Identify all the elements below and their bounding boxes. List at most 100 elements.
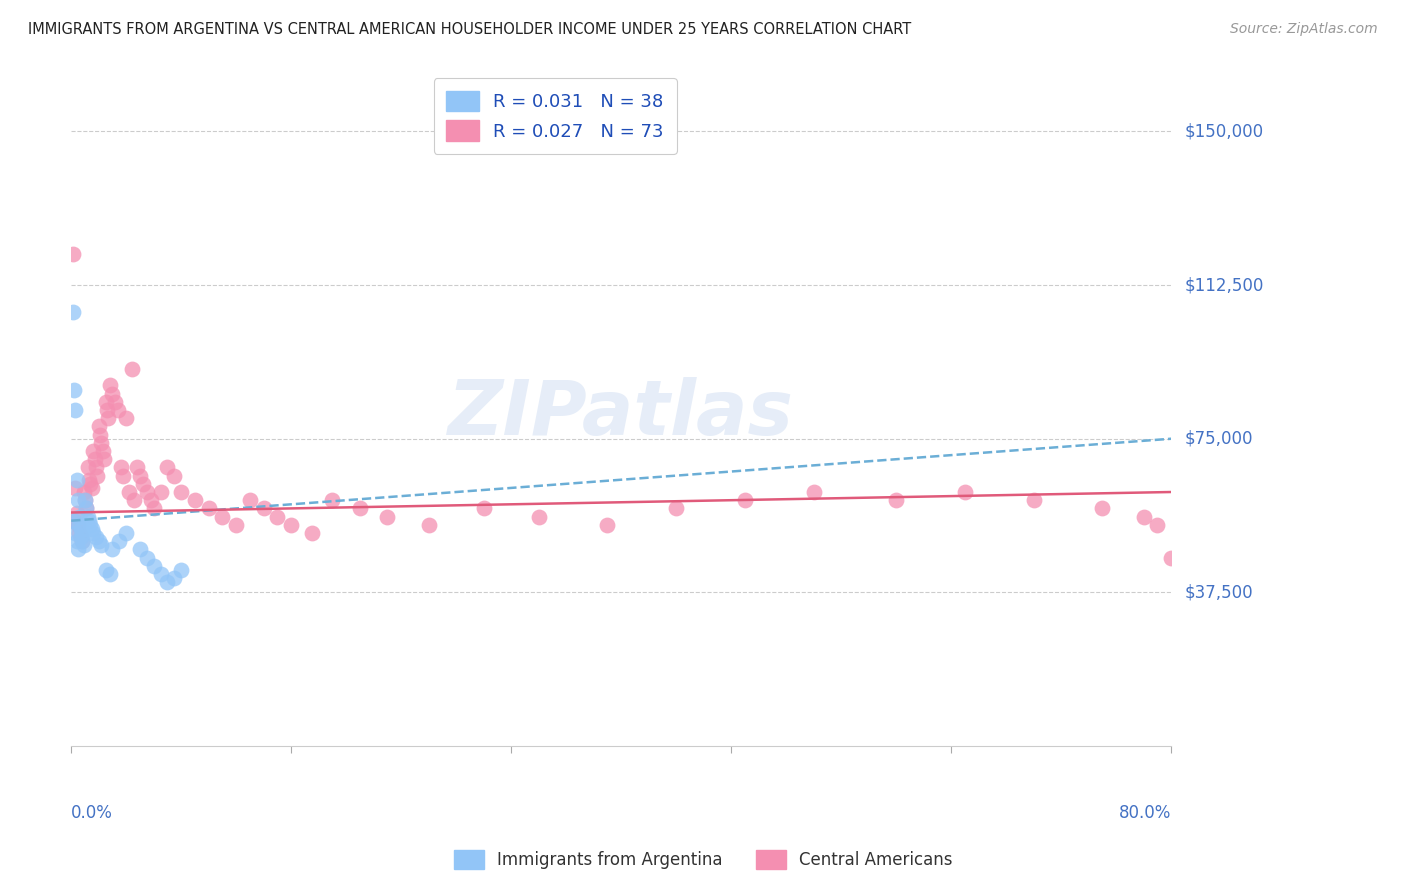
Point <box>65 403 87 417</box>
Point <box>472 501 495 516</box>
Legend: Immigrants from Argentina, Central Americans: Immigrants from Argentina, Central Ameri… <box>443 840 963 880</box>
Point <box>63 514 86 528</box>
Point <box>62 247 84 261</box>
Point <box>75 501 97 516</box>
Point <box>82 526 104 541</box>
Point <box>66 506 89 520</box>
Point <box>98 566 121 581</box>
Point <box>72 485 94 500</box>
Point <box>156 460 179 475</box>
Point <box>139 493 162 508</box>
Point <box>79 517 101 532</box>
Text: $112,500: $112,500 <box>1185 276 1264 294</box>
Text: ZIPatlas: ZIPatlas <box>449 377 794 451</box>
Point <box>86 468 108 483</box>
Point <box>734 493 756 508</box>
Point <box>67 517 90 532</box>
Point <box>129 542 152 557</box>
Point <box>107 403 129 417</box>
Point <box>665 501 688 516</box>
Point <box>97 411 120 425</box>
Point <box>96 403 118 417</box>
Point <box>321 493 343 508</box>
Point <box>80 522 103 536</box>
Point <box>73 493 96 508</box>
Point <box>70 526 93 541</box>
Point <box>1132 509 1154 524</box>
Point <box>91 444 114 458</box>
Point <box>70 534 93 549</box>
Point <box>142 558 165 573</box>
Point <box>163 571 186 585</box>
Point <box>65 526 87 541</box>
Point <box>87 419 110 434</box>
Point <box>170 485 193 500</box>
Point <box>118 485 141 500</box>
Point <box>197 501 219 516</box>
Point <box>65 481 87 495</box>
Point <box>349 501 371 516</box>
Point <box>1091 501 1114 516</box>
Point <box>418 517 440 532</box>
Point <box>70 534 93 549</box>
Point <box>93 452 115 467</box>
Point <box>301 526 323 541</box>
Point <box>76 509 98 524</box>
Point <box>163 468 186 483</box>
Point <box>129 468 152 483</box>
Legend: R = 0.031   N = 38, R = 0.027   N = 73: R = 0.031 N = 38, R = 0.027 N = 73 <box>434 78 676 154</box>
Point <box>184 493 207 508</box>
Point <box>884 493 907 508</box>
Point <box>73 493 96 508</box>
Point <box>79 476 101 491</box>
Point <box>124 493 146 508</box>
Point <box>90 538 112 552</box>
Point <box>121 362 143 376</box>
Point <box>149 485 172 500</box>
Point <box>98 378 121 392</box>
Point <box>156 575 179 590</box>
Text: $150,000: $150,000 <box>1185 122 1264 140</box>
Point <box>80 481 103 495</box>
Point <box>253 501 276 516</box>
Point <box>1022 493 1045 508</box>
Point <box>225 517 247 532</box>
Point <box>135 485 157 500</box>
Point <box>266 509 288 524</box>
Text: $75,000: $75,000 <box>1185 430 1254 448</box>
Text: 80.0%: 80.0% <box>1119 804 1171 822</box>
Point <box>63 383 86 397</box>
Point <box>69 509 91 524</box>
Point <box>69 517 91 532</box>
Point <box>115 526 138 541</box>
Point <box>77 473 100 487</box>
Point <box>67 493 90 508</box>
Point <box>77 514 100 528</box>
Point <box>69 526 91 541</box>
Point <box>280 517 302 532</box>
Point <box>142 501 165 516</box>
Point <box>70 522 93 536</box>
Point <box>70 530 93 544</box>
Point <box>67 542 90 557</box>
Point <box>84 530 107 544</box>
Point <box>101 542 124 557</box>
Text: 0.0%: 0.0% <box>72 804 112 822</box>
Point <box>211 509 233 524</box>
Point <box>1160 550 1182 565</box>
Point <box>83 452 105 467</box>
Point <box>108 534 131 549</box>
Point <box>170 563 193 577</box>
Point <box>62 304 84 318</box>
Point <box>239 493 262 508</box>
Point <box>527 509 550 524</box>
Point <box>1146 517 1168 532</box>
Point <box>63 514 86 528</box>
Point <box>70 530 93 544</box>
Point <box>135 550 157 565</box>
Point <box>101 386 124 401</box>
Point <box>94 563 117 577</box>
Point <box>90 435 112 450</box>
Point <box>110 460 132 475</box>
Point <box>89 427 111 442</box>
